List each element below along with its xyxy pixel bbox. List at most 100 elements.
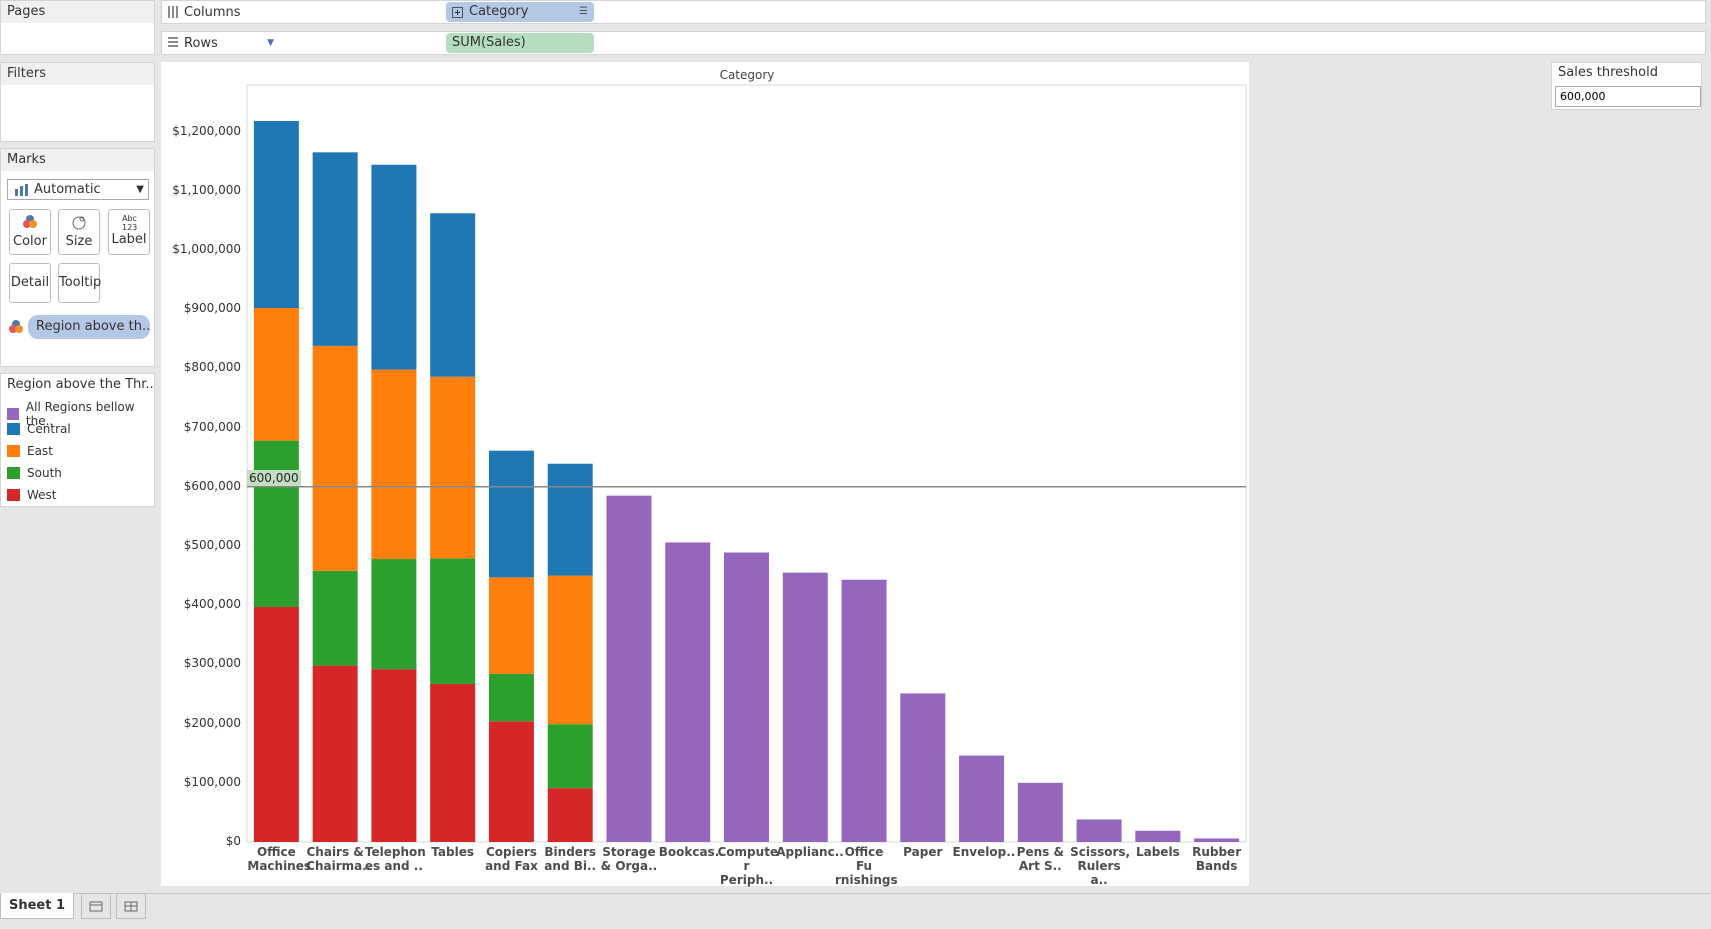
y-tick-label: $600,000 bbox=[183, 478, 241, 493]
legend-item[interactable]: West bbox=[7, 488, 57, 502]
tab-sheet-1[interactable]: Sheet 1 bbox=[0, 893, 74, 919]
bar-segment[interactable] bbox=[841, 579, 887, 842]
rows-label: Rows bbox=[184, 35, 218, 51]
bar-segment[interactable] bbox=[1194, 838, 1240, 842]
bar-segment[interactable] bbox=[547, 463, 593, 576]
marks-title: Marks bbox=[1, 149, 154, 171]
bar-segment[interactable] bbox=[606, 495, 652, 842]
pages-panel: Pages bbox=[0, 0, 155, 55]
legend-swatch bbox=[7, 408, 19, 420]
legend-swatch bbox=[7, 467, 20, 479]
category-pill-label: Category bbox=[469, 4, 529, 19]
rows-shelf[interactable]: Rows ▼ SUM(Sales) bbox=[161, 31, 1706, 55]
y-tick-label: $200,000 bbox=[183, 715, 241, 730]
expand-icon[interactable] bbox=[452, 6, 463, 18]
bar-segment[interactable] bbox=[430, 558, 476, 684]
y-tick-label: $1,100,000 bbox=[172, 182, 241, 197]
legend-swatch bbox=[7, 489, 20, 501]
legend-swatch bbox=[7, 423, 20, 435]
sort-icon[interactable]: ☰ bbox=[579, 6, 588, 17]
chart-view: Category $0 $100,000 $200,000 $300,000 $400,… bbox=[161, 62, 1249, 887]
rows-dropdown-icon[interactable]: ▼ bbox=[267, 38, 274, 48]
bar-segment[interactable] bbox=[488, 721, 534, 842]
bar-segment[interactable] bbox=[312, 345, 358, 571]
chevron-down-icon: ▼ bbox=[136, 184, 144, 195]
legend-item[interactable]: Central bbox=[7, 422, 71, 436]
bar-segment[interactable] bbox=[547, 575, 593, 725]
bar-segment[interactable] bbox=[253, 440, 299, 607]
size-icon bbox=[72, 216, 86, 230]
sales-threshold-input[interactable] bbox=[1555, 86, 1701, 107]
bar-segment[interactable] bbox=[371, 559, 417, 670]
bar-segment[interactable] bbox=[488, 450, 534, 578]
bar-segment[interactable] bbox=[430, 683, 476, 842]
label-button[interactable]: Abc 123 Label bbox=[108, 209, 150, 255]
sum-sales-pill[interactable]: SUM(Sales) bbox=[446, 33, 594, 53]
chart-header: Category bbox=[719, 68, 775, 82]
parameter-title: Sales threshold bbox=[1552, 63, 1701, 83]
legend-title[interactable]: Region above the Thr... bbox=[1, 374, 154, 396]
pages-title: Pages bbox=[1, 1, 154, 23]
mark-type-value: Automatic bbox=[34, 182, 101, 197]
bar-segment[interactable] bbox=[782, 572, 828, 842]
y-tick-label: $100,000 bbox=[183, 774, 241, 789]
y-tick-label: $900,000 bbox=[183, 301, 241, 316]
bar-segment[interactable] bbox=[430, 376, 476, 559]
new-dashboard-icon bbox=[124, 901, 138, 911]
mark-type-select[interactable]: Automatic ▼ bbox=[7, 179, 149, 200]
filters-panel[interactable]: Filters bbox=[0, 62, 155, 142]
color-legend: Region above the Thr... All Regions bell… bbox=[0, 373, 155, 507]
bar-segment[interactable] bbox=[371, 369, 417, 560]
y-tick-label: $700,000 bbox=[183, 419, 241, 434]
bar-segment[interactable] bbox=[547, 788, 593, 842]
legend-item[interactable]: South bbox=[7, 466, 62, 480]
color-button[interactable]: Color bbox=[9, 209, 51, 255]
marks-card: Marks Automatic ▼ Color Size Abc 123 Lab… bbox=[0, 148, 155, 367]
bar-segment[interactable] bbox=[1135, 830, 1181, 842]
bar-segment[interactable] bbox=[371, 164, 417, 370]
bar-segment[interactable] bbox=[312, 570, 358, 666]
bar-segment[interactable] bbox=[253, 308, 299, 441]
bar-segment[interactable] bbox=[312, 152, 358, 346]
label-icon: Abc 123 bbox=[122, 214, 138, 232]
bar-segment[interactable] bbox=[371, 669, 417, 842]
category-pill[interactable]: Category ☰ bbox=[446, 2, 594, 22]
color-mark-icon bbox=[9, 320, 23, 333]
bar-chart-icon bbox=[15, 183, 28, 196]
new-dashboard-button[interactable] bbox=[116, 893, 146, 919]
bar-segment[interactable] bbox=[1017, 782, 1063, 842]
sales-threshold-parameter: Sales threshold bbox=[1551, 62, 1702, 110]
y-axis: $0 $100,000 $200,000 $300,000 $400,000 $500,0… bbox=[161, 62, 247, 886]
legend-item[interactable]: East bbox=[7, 444, 53, 458]
bar-segment[interactable] bbox=[900, 693, 946, 842]
tooltip-button[interactable]: Tooltip bbox=[58, 263, 101, 303]
columns-grip-icon bbox=[168, 6, 178, 18]
new-worksheet-button[interactable] bbox=[81, 893, 111, 919]
bar-segment[interactable] bbox=[665, 542, 711, 842]
bar-segment[interactable] bbox=[253, 606, 299, 842]
detail-button[interactable]: Detail bbox=[9, 263, 51, 303]
bar-segment[interactable] bbox=[488, 673, 534, 722]
new-worksheet-icon bbox=[89, 901, 103, 911]
bar-segment[interactable] bbox=[488, 577, 534, 674]
bar-segment[interactable] bbox=[312, 665, 358, 842]
bar-segment[interactable] bbox=[724, 552, 769, 842]
size-button[interactable]: Size bbox=[58, 209, 100, 255]
bar-segment[interactable] bbox=[1076, 819, 1122, 842]
bar-segment[interactable] bbox=[430, 213, 476, 377]
rows-grip-icon bbox=[168, 37, 178, 49]
y-tick-label: $500,000 bbox=[183, 538, 241, 552]
columns-shelf[interactable]: Columns Category ☰ bbox=[161, 0, 1706, 24]
plot-area bbox=[246, 84, 1247, 843]
y-tick-label: $300,000 bbox=[183, 656, 241, 671]
y-tick-label: $400,000 bbox=[183, 597, 241, 612]
region-color-pill[interactable]: Region above th.. bbox=[28, 315, 150, 339]
color-icon bbox=[23, 215, 37, 228]
legend-swatch bbox=[7, 445, 20, 457]
legend-item[interactable]: All Regions bellow the.. bbox=[7, 400, 154, 428]
bar-segment[interactable] bbox=[253, 120, 299, 309]
sum-sales-pill-label: SUM(Sales) bbox=[452, 35, 526, 50]
filters-title: Filters bbox=[1, 63, 154, 85]
bar-segment[interactable] bbox=[547, 724, 593, 789]
bar-segment[interactable] bbox=[959, 755, 1005, 842]
